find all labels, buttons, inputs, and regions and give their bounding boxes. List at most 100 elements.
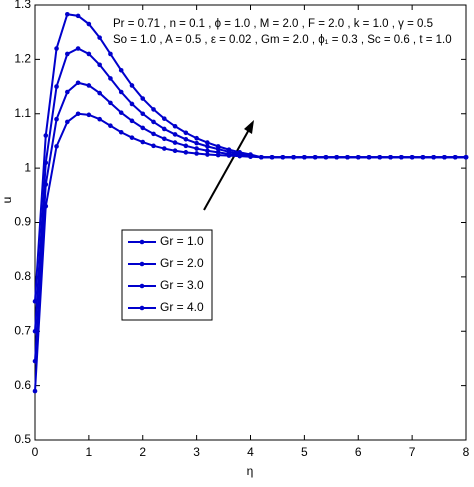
marker [172, 123, 178, 129]
marker [54, 116, 59, 122]
legend-marker [139, 261, 145, 267]
marker [463, 154, 469, 160]
marker [248, 152, 253, 157]
y-tick-label: 0.5 [14, 432, 31, 446]
marker [172, 148, 178, 154]
y-tick-label: 1.1 [14, 106, 31, 120]
marker [151, 131, 156, 137]
y-tick-label: 1.2 [14, 52, 31, 66]
y-axis-label: u [0, 197, 14, 204]
marker [183, 137, 189, 142]
x-tick-label: 0 [32, 445, 39, 459]
marker [118, 67, 124, 73]
marker [118, 110, 124, 115]
marker [140, 111, 146, 117]
marker [118, 89, 124, 95]
marker [32, 358, 38, 364]
marker [54, 84, 59, 89]
marker [194, 146, 199, 151]
marker [86, 112, 92, 118]
marker [205, 148, 210, 154]
marker [65, 11, 70, 17]
marker [323, 154, 329, 160]
annotation: Pr = 0.71 , n = 0.1 , ϕ = 1.0 , M = 2.0 … [113, 18, 433, 30]
y-tick-label: 1.3 [14, 0, 31, 11]
marker [140, 139, 146, 145]
marker [334, 154, 340, 160]
marker [183, 143, 189, 149]
x-axis-label: η [247, 464, 254, 478]
marker [205, 152, 210, 157]
x-tick-label: 2 [139, 445, 146, 459]
marker [75, 80, 81, 86]
marker [97, 90, 102, 96]
marker [32, 328, 38, 334]
marker [377, 154, 383, 160]
marker [97, 62, 102, 68]
x-tick-label: 6 [355, 445, 362, 459]
marker [237, 150, 243, 155]
x-tick-label: 3 [193, 445, 200, 459]
y-tick-label: 0.8 [14, 269, 31, 283]
marker [151, 143, 156, 149]
marker [108, 76, 113, 81]
legend-marker [139, 283, 145, 289]
marker [452, 154, 458, 160]
y-tick-label: 0.7 [14, 323, 31, 337]
marker [388, 154, 393, 160]
marker [75, 111, 81, 117]
marker [183, 130, 189, 136]
marker [129, 118, 135, 124]
marker [108, 51, 113, 57]
marker [86, 21, 92, 27]
marker [420, 154, 426, 160]
x-tick-label: 1 [86, 445, 93, 459]
marker [183, 150, 189, 155]
marker [215, 150, 221, 155]
legend-label: Gr = 1.0 [160, 234, 204, 248]
marker [431, 154, 436, 160]
marker [302, 154, 307, 160]
legend-marker [139, 239, 145, 245]
marker [162, 116, 167, 121]
marker [194, 135, 199, 141]
marker [86, 83, 92, 88]
marker [215, 144, 221, 149]
legend-marker [139, 305, 145, 311]
y-tick-label: 0.9 [14, 215, 31, 229]
marker [162, 126, 167, 132]
marker [345, 154, 350, 160]
marker [54, 144, 59, 149]
marker [442, 154, 447, 160]
arrow [203, 120, 254, 211]
marker [194, 151, 199, 156]
marker [118, 129, 124, 135]
marker [65, 51, 70, 57]
x-tick-label: 8 [463, 445, 470, 459]
marker [129, 83, 135, 88]
marker [108, 100, 113, 106]
marker [205, 140, 210, 145]
marker [75, 13, 81, 19]
marker [140, 96, 146, 101]
marker [312, 154, 318, 160]
x-tick-label: 4 [247, 445, 254, 459]
marker [151, 119, 156, 125]
marker [172, 140, 178, 145]
x-tick-label: 5 [301, 445, 308, 459]
marker [355, 154, 361, 160]
legend-label: Gr = 3.0 [160, 278, 204, 292]
marker [32, 299, 38, 304]
marker [129, 135, 135, 140]
marker [54, 46, 59, 51]
marker [194, 140, 199, 146]
marker [258, 154, 264, 160]
marker [65, 89, 70, 95]
marker [226, 147, 232, 152]
marker [162, 146, 167, 151]
plot-area [34, 4, 467, 441]
marker [399, 154, 404, 160]
y-tick-label: 0.6 [14, 378, 31, 392]
marker [140, 125, 146, 131]
legend [121, 229, 213, 321]
